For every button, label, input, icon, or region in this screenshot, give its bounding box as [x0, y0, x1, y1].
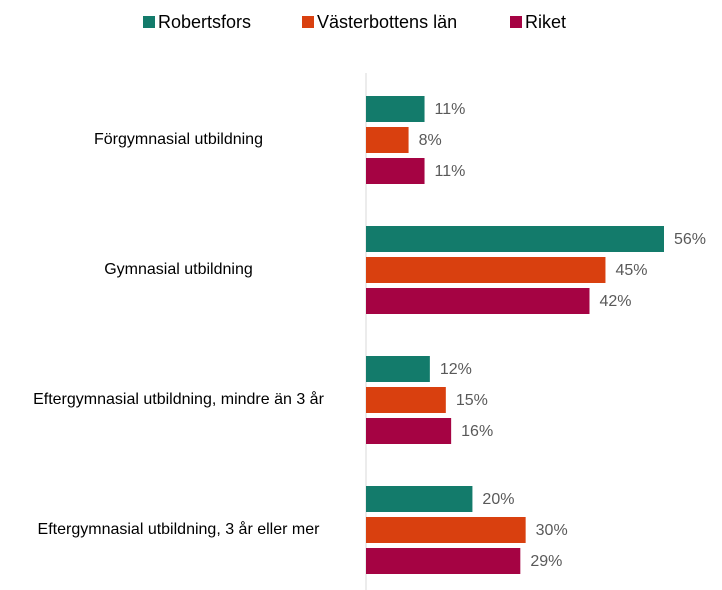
legend-label: Riket: [525, 12, 566, 32]
data-label: 56%: [674, 231, 706, 248]
bar: [366, 548, 521, 574]
category-label: Förgymnasial utbildning: [94, 131, 263, 148]
data-label: 20%: [482, 491, 514, 508]
legend-label: Robertsfors: [158, 12, 251, 32]
data-label: 29%: [530, 553, 562, 570]
bar: [366, 288, 590, 314]
bar: [366, 356, 430, 382]
bar: [366, 226, 664, 252]
category-label: Eftergymnasial utbildning, mindre än 3 å…: [33, 391, 324, 408]
bar: [366, 96, 425, 122]
data-label: 30%: [536, 522, 568, 539]
data-label: 8%: [419, 132, 442, 149]
data-label: 11%: [435, 101, 466, 118]
bar: [366, 387, 446, 413]
bar: [366, 158, 425, 184]
category-label: Gymnasial utbildning: [104, 261, 253, 278]
legend-swatch: [302, 16, 314, 28]
legend-label: Västerbottens län: [317, 12, 457, 32]
bar: [366, 127, 409, 153]
legend-swatch: [510, 16, 522, 28]
bar: [366, 486, 473, 512]
bar: [366, 517, 526, 543]
data-label: 11%: [435, 163, 466, 180]
data-label: 16%: [461, 423, 493, 440]
data-label: 15%: [456, 392, 488, 409]
legend-swatch: [143, 16, 155, 28]
data-label: 42%: [600, 293, 632, 310]
data-label: 45%: [615, 262, 647, 279]
bar: [366, 418, 452, 444]
category-label: Eftergymnasial utbildning, 3 år eller me…: [37, 521, 320, 538]
bar: [366, 257, 606, 283]
data-label: 12%: [440, 361, 472, 378]
